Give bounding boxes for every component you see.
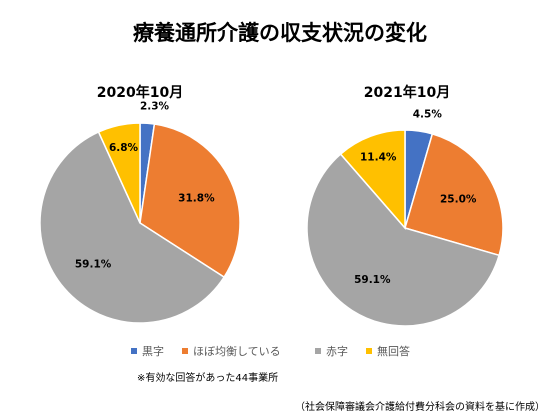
pie-slice-2021-no-answer <box>339 129 406 231</box>
pie-slice-2020-red <box>39 130 226 324</box>
data-label-2021-balanced: 25.0% <box>440 194 477 206</box>
pie-chart-2020: 2.3% 31.8% 59.1% 6.8% <box>39 100 241 324</box>
data-label-2020-no-answer: 6.8% <box>109 142 139 154</box>
legend-swatch-balanced <box>182 348 188 354</box>
data-label-2021-no-answer: 11.4% <box>360 151 397 163</box>
data-label-2021-red: 59.1% <box>354 274 391 286</box>
respondents-note: ※有効な回答があった44事業所 <box>137 371 278 384</box>
chart-title: 療養通所介護の収支状況の変化 <box>133 21 427 45</box>
pie-slice-2020-no-answer <box>97 122 141 224</box>
data-label-2020-black: 2.3% <box>140 100 170 112</box>
pie-slice-2021-red <box>306 153 501 327</box>
legend-label-red: 赤字 <box>326 344 348 358</box>
data-label-2020-red: 59.1% <box>75 259 112 271</box>
data-label-2020-balanced: 31.8% <box>178 192 215 204</box>
pie-subtitle-2020: 2020年10月 <box>97 84 183 101</box>
legend-label-balanced: ほぼ均衡している <box>193 345 281 358</box>
legend-label-black: 黒字 <box>142 344 164 358</box>
legend: 黒字 ほぼ均衡している 赤字 無回答 <box>131 344 410 358</box>
pie-chart-2021: 4.5% 25.0% 59.1% 11.4% <box>306 109 504 327</box>
legend-label-no-answer: 無回答 <box>377 344 410 358</box>
legend-swatch-black <box>131 348 137 354</box>
data-label-2021-black: 4.5% <box>413 109 443 121</box>
legend-swatch-red <box>315 348 321 354</box>
pie-subtitle-2021: 2021年10月 <box>364 84 450 101</box>
source-note: （社会保障審議会介護給付費分科会の資料を基に作成） <box>295 400 545 413</box>
pie-slice-2021-balanced <box>404 132 504 257</box>
legend-swatch-no-answer <box>366 348 372 354</box>
